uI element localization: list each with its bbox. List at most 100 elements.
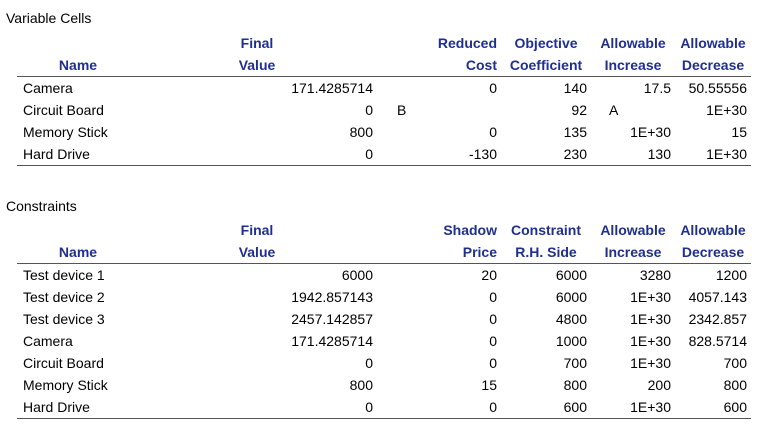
row-name-cell: Memory Stick: [23, 124, 108, 140]
value-cell: 171.4285714: [291, 333, 373, 349]
value-cell: 0: [489, 289, 497, 305]
column-header: R.H. Side: [501, 241, 591, 264]
column-header: Increase: [591, 54, 675, 77]
column-header: Shadow: [443, 222, 497, 238]
table-row: Camera 171.4285714 0 140 17.5 50.55556: [17, 77, 751, 100]
value-cell: 50.55556: [688, 80, 747, 96]
constraints-table: Final Shadow Constraint Allowable Allowable N…: [17, 219, 751, 419]
row-name-cell: Test device 3: [23, 311, 105, 327]
variable-cells-table: Final Reduced Objective Allowable Allowable N…: [17, 32, 751, 166]
value-cell: 4800: [555, 311, 587, 327]
table-row: Hard Drive 0 -130 230 130 1E+30: [17, 143, 751, 166]
value-cell: A: [609, 102, 619, 118]
value-cell: 92: [571, 102, 587, 118]
column-header: Decrease: [675, 54, 751, 77]
value-cell: 0: [365, 102, 373, 118]
column-header: Value: [137, 54, 377, 77]
value-cell: 600: [675, 396, 751, 419]
table-row: Memory Stick 800 15 800 200 800: [17, 374, 751, 396]
constraints-header-row: Name Value Price R.H. Side Increase Decrease: [17, 241, 751, 264]
value-cell: 800: [563, 377, 587, 393]
column-header: Allowable: [680, 35, 746, 51]
value-cell: 2342.857: [688, 311, 747, 327]
value-cell: 230: [501, 143, 591, 166]
value-cell: 800: [349, 124, 373, 140]
value-cell: 700: [563, 355, 587, 371]
column-header: Allowable: [680, 222, 746, 238]
value-cell: B: [397, 102, 407, 118]
column-header: Allowable: [600, 222, 666, 238]
value-cell: 6000: [341, 267, 373, 283]
value-cell: 1E+30: [706, 102, 747, 118]
row-name-cell: Camera: [23, 80, 73, 96]
value-cell: 600: [501, 396, 591, 419]
table-row: Camera 171.4285714 0 1000 1E+30 828.5714: [17, 330, 751, 352]
variable-cells-header-row: Final Reduced Objective Allowable Allowable: [17, 32, 751, 54]
column-header: Reduced: [437, 35, 497, 51]
value-cell: 1000: [555, 333, 587, 349]
column-header: Value: [137, 241, 377, 264]
column-header: [17, 32, 137, 54]
value-cell: 1E+30: [630, 124, 671, 140]
row-name-cell: Circuit Board: [23, 102, 104, 118]
column-header: Price: [377, 241, 501, 264]
table-row: Memory Stick 800 0 135 1E+30 15: [17, 121, 751, 143]
row-name-cell: Hard Drive: [17, 396, 137, 419]
constraints-title: Constraints: [6, 198, 77, 214]
value-cell: 0: [137, 396, 377, 419]
table-row: Test device 1 6000 20 6000 3280 1200: [17, 264, 751, 287]
value-cell: 20: [481, 267, 497, 283]
row-name-cell: Hard Drive: [17, 143, 137, 166]
value-cell: 1E+30: [630, 333, 671, 349]
value-cell: 130: [591, 143, 675, 166]
table-row: Circuit Board 0 0 700 1E+30 700: [17, 352, 751, 374]
value-cell: 800: [349, 377, 373, 393]
column-header: Final: [240, 35, 274, 51]
value-cell: 1942.857143: [291, 289, 373, 305]
value-cell: 0: [489, 355, 497, 371]
value-cell: 1E+30: [591, 396, 675, 419]
column-header: Allowable: [600, 35, 666, 51]
table-row: Test device 3 2457.142857 0 4800 1E+30 2342.8…: [17, 308, 751, 330]
column-header: Name: [17, 54, 137, 77]
value-cell: 1E+30: [630, 355, 671, 371]
value-cell: 0: [365, 355, 373, 371]
column-header: [17, 219, 137, 241]
table-row: Test device 2 1942.857143 0 6000 1E+30 4057.1…: [17, 286, 751, 308]
row-name-cell: Memory Stick: [23, 377, 108, 393]
value-cell: 6000: [555, 267, 587, 283]
value-cell: 2457.142857: [291, 311, 373, 327]
value-cell: 4057.143: [688, 289, 747, 305]
value-cell: 6000: [555, 289, 587, 305]
value-cell: 17.5: [643, 80, 671, 96]
value-cell: 828.5714: [688, 333, 747, 349]
value-cell: 1E+30: [630, 289, 671, 305]
value-cell: 200: [647, 377, 671, 393]
row-name-cell: Test device 2: [23, 289, 105, 305]
row-name-cell: Test device 1: [23, 267, 105, 283]
column-header: Increase: [591, 241, 675, 264]
value-cell: 3280: [639, 267, 671, 283]
column-header: Cost: [377, 54, 501, 77]
value-cell: 0: [489, 333, 497, 349]
value-cell: 140: [563, 80, 587, 96]
constraints-header-row: Final Shadow Constraint Allowable Allowable: [17, 219, 751, 241]
value-cell: 1200: [715, 267, 747, 283]
value-cell: 171.4285714: [291, 80, 373, 96]
row-name-cell: Camera: [23, 333, 73, 349]
value-cell: 800: [723, 377, 747, 393]
value-cell: 0: [377, 396, 501, 419]
value-cell: 1E+30: [675, 143, 751, 166]
column-header: Final: [240, 222, 274, 238]
table-row: Circuit Board 0 B 92 A 1E+30: [17, 99, 751, 121]
column-header: Decrease: [675, 241, 751, 264]
column-header: Objective: [514, 35, 578, 51]
table-row: Hard Drive 0 0 600 1E+30 600: [17, 396, 751, 419]
value-cell: 0: [489, 80, 497, 96]
value-cell: 700: [723, 355, 747, 371]
value-cell: 15: [481, 377, 497, 393]
value-cell: 0: [137, 143, 377, 166]
value-cell: -130: [377, 143, 501, 166]
variable-cells-title: Variable Cells: [6, 10, 92, 26]
value-cell: 1E+30: [630, 311, 671, 327]
